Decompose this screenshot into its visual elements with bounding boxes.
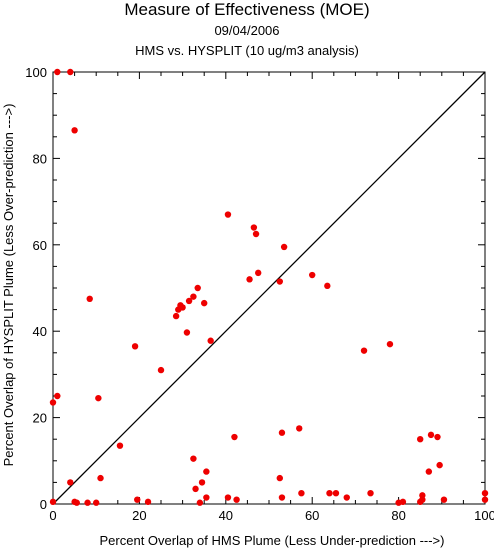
data-point xyxy=(296,425,303,432)
y-tick-label: 20 xyxy=(33,411,47,426)
chart-title: Measure of Effectiveness (MOE) xyxy=(124,0,370,19)
data-point xyxy=(134,496,141,503)
data-point xyxy=(86,295,93,302)
data-point xyxy=(440,496,448,503)
data-point xyxy=(298,490,305,497)
x-tick-label: 80 xyxy=(391,508,405,523)
data-point xyxy=(192,485,199,493)
data-point xyxy=(324,282,331,290)
data-point xyxy=(97,474,104,482)
data-point xyxy=(54,68,61,76)
data-point xyxy=(71,127,78,134)
data-point xyxy=(49,498,57,506)
data-point xyxy=(157,366,165,374)
y-tick-label: 60 xyxy=(33,238,47,253)
data-point xyxy=(360,347,368,354)
data-point xyxy=(203,494,210,501)
data-point xyxy=(73,499,80,506)
data-point xyxy=(399,498,407,506)
x-tick-label: 20 xyxy=(132,508,146,523)
x-tick-label: 100 xyxy=(474,508,494,523)
data-point xyxy=(255,269,262,277)
y-axis-label: Percent Overlap of HYSPLIT Plume (Less O… xyxy=(1,104,16,467)
x-axis-label: Percent Overlap of HMS Plume (Less Under… xyxy=(100,533,445,548)
data-point xyxy=(427,431,435,439)
data-point xyxy=(233,496,240,503)
y-tick-label: 80 xyxy=(33,151,47,166)
reference-diagonal-line xyxy=(52,71,486,505)
data-point xyxy=(231,433,238,441)
data-point xyxy=(54,392,61,400)
data-point xyxy=(203,468,210,475)
y-tick-label: 100 xyxy=(25,65,47,80)
data-point xyxy=(386,340,394,348)
data-point xyxy=(196,499,204,506)
data-point xyxy=(481,496,489,503)
data-point xyxy=(194,284,201,292)
data-point xyxy=(276,278,283,285)
data-point xyxy=(436,461,443,469)
data-point xyxy=(116,442,124,449)
chart-subtitle: HMS vs. HYSPLIT (10 ug/m3 analysis) xyxy=(135,43,359,58)
data-point xyxy=(252,230,260,238)
data-point xyxy=(419,492,426,499)
data-point xyxy=(276,474,283,482)
data-point xyxy=(278,429,286,436)
data-point xyxy=(131,343,139,350)
data-point xyxy=(144,498,152,506)
y-tick-label: 0 xyxy=(40,497,47,512)
data-point xyxy=(49,399,57,406)
data-point xyxy=(190,455,197,462)
data-point xyxy=(183,329,191,336)
data-point xyxy=(198,479,206,486)
data-point xyxy=(185,297,193,305)
data-point xyxy=(343,494,350,501)
data-point xyxy=(417,436,424,443)
x-tick-label: 40 xyxy=(219,508,233,523)
data-point xyxy=(172,312,180,320)
x-tick-label: 0 xyxy=(49,508,56,523)
data-point xyxy=(309,271,316,279)
data-point xyxy=(207,337,214,344)
data-point xyxy=(93,499,100,506)
data-point xyxy=(201,299,208,307)
data-point xyxy=(434,433,441,441)
data-point xyxy=(179,304,186,311)
data-point xyxy=(367,490,374,497)
data-point xyxy=(224,211,232,218)
data-point xyxy=(332,490,340,497)
axis-ticks: 0 20 40 60 80 100 0 20 40 60 80 100 xyxy=(25,65,494,523)
data-point xyxy=(67,68,74,76)
data-point xyxy=(425,468,433,475)
chart-date: 09/04/2006 xyxy=(214,23,280,38)
data-point xyxy=(481,490,489,497)
data-point xyxy=(67,479,74,486)
data-point xyxy=(95,394,102,402)
data-point xyxy=(280,243,288,251)
data-point xyxy=(250,224,258,231)
data-point xyxy=(224,494,232,501)
x-tick-label: 60 xyxy=(305,508,319,523)
data-points xyxy=(49,68,489,506)
data-point xyxy=(278,494,286,501)
data-point xyxy=(246,276,253,283)
data-point xyxy=(326,490,333,497)
data-point xyxy=(190,293,197,300)
y-tick-label: 40 xyxy=(33,324,47,339)
data-point xyxy=(84,499,91,506)
